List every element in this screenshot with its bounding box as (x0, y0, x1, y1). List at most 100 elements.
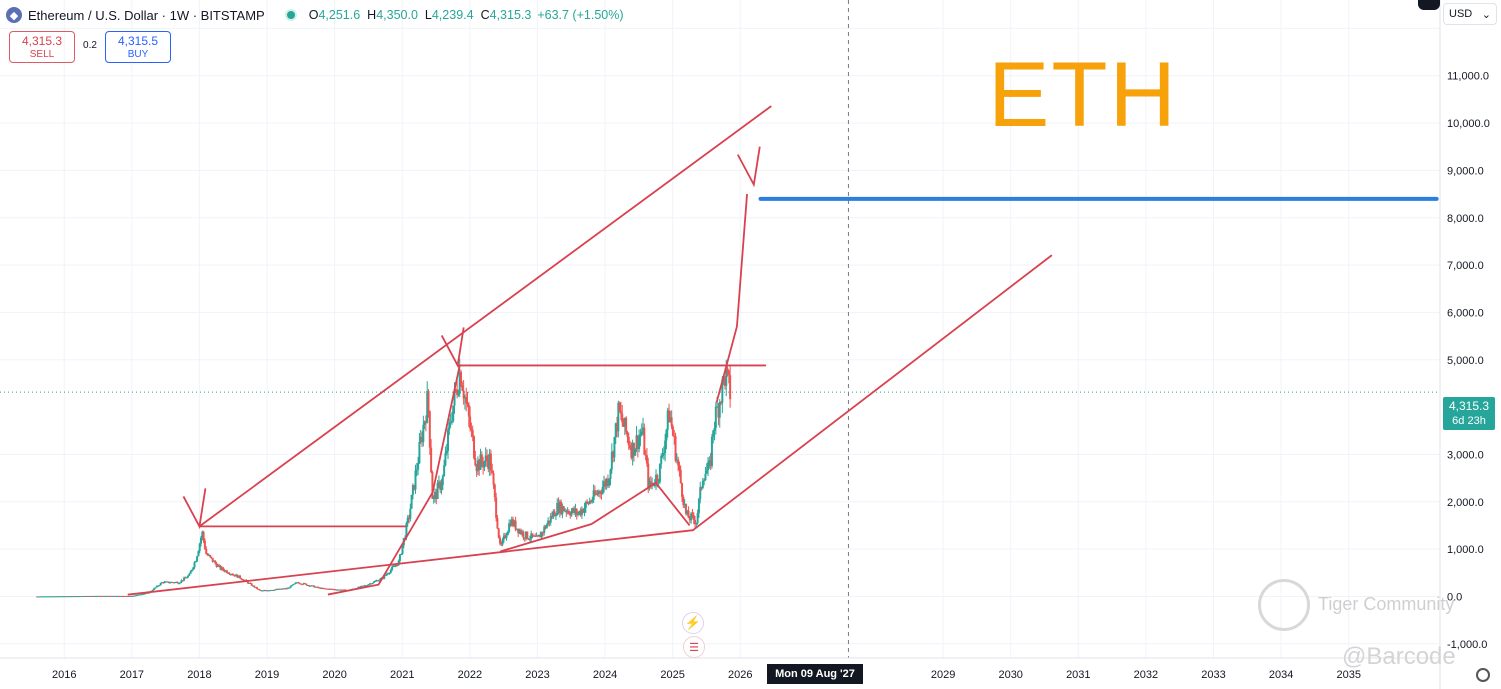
buy-button[interactable]: 4,315.5 BUY (105, 31, 171, 63)
us-flag-event-icon[interactable]: ☰ (683, 636, 705, 658)
candle-body (478, 460, 481, 470)
candle-body (257, 588, 260, 590)
candle-body (190, 569, 193, 572)
candle-body (123, 595, 126, 597)
candle-body (441, 475, 444, 485)
candle-body (328, 588, 331, 590)
trend-drawings[interactable] (127, 105, 1439, 596)
candle-body (327, 588, 330, 590)
candle-body (528, 538, 531, 540)
candle-body (626, 432, 629, 437)
candle-body (409, 508, 412, 519)
candle-body (579, 510, 582, 516)
candle-body (81, 596, 84, 598)
candle-body (268, 590, 271, 592)
candle-body (145, 592, 148, 594)
candle-body (291, 585, 294, 587)
candle-body (463, 397, 466, 399)
candle-body (661, 454, 664, 456)
arrow-marker-drawing (440, 327, 465, 369)
candle-body (673, 435, 676, 437)
candle-body (506, 531, 509, 536)
gear-icon[interactable] (1476, 668, 1490, 682)
candle-body (326, 588, 329, 590)
candle-body (173, 582, 176, 584)
candle-body (710, 436, 713, 467)
candle-body (237, 575, 240, 578)
candle-body (129, 595, 132, 597)
candle-body (644, 454, 647, 456)
candle-body (544, 526, 547, 529)
candle-body (36, 596, 39, 598)
candle-body (59, 596, 62, 598)
candle-body (223, 569, 226, 572)
candle-body (116, 595, 119, 597)
eth-text-annotation[interactable]: ETH (988, 44, 1178, 146)
candle-body (517, 528, 520, 534)
candle-body (582, 509, 585, 513)
candle-body (411, 484, 414, 495)
candle-body (166, 581, 169, 583)
candle-body (629, 445, 632, 448)
candle-body (79, 596, 82, 598)
candle-body (194, 561, 197, 563)
toolbar-handle[interactable] (1418, 0, 1440, 10)
candle-body (713, 428, 716, 431)
candle-body (107, 595, 110, 597)
lightning-event-icon[interactable]: ⚡ (682, 612, 704, 634)
candle-body (406, 517, 409, 524)
candle-body (50, 596, 53, 598)
candle-body (530, 533, 533, 539)
candle-body (543, 526, 546, 533)
candle-body (593, 490, 596, 495)
candle-body (367, 584, 370, 586)
candle-body (613, 437, 616, 458)
candle-body (37, 596, 40, 598)
candle-body (279, 588, 282, 590)
candle-body (180, 580, 183, 583)
candle-body (253, 585, 256, 588)
candle-body (106, 595, 109, 597)
candle-body (554, 515, 557, 517)
candle-body (343, 589, 346, 591)
candle-body (587, 502, 590, 504)
candle-body (110, 595, 113, 597)
candle-body (656, 475, 659, 482)
candle-body (461, 385, 464, 391)
time-tick-label: 2018 (187, 669, 211, 681)
candle-body (185, 577, 188, 579)
candle-body (131, 595, 134, 597)
candle-body (532, 535, 535, 537)
candle-body (665, 429, 668, 441)
candle-body (263, 590, 266, 592)
candle-body (675, 459, 678, 461)
candle-body (521, 531, 524, 534)
candle-body (341, 589, 344, 591)
candle-body (154, 587, 157, 589)
currency-select[interactable]: USD ⌄ (1443, 3, 1497, 25)
candle-body (729, 375, 732, 400)
price-axis[interactable]: 11,000.0 10,000.0 9,000.0 8,000.0 7,000.0 6,0… (1439, 0, 1490, 689)
time-axis[interactable]: 2016 2017 2018 2019 2020 2021 2022 2023 2024 2025… (0, 657, 1440, 681)
symbol-title[interactable]: Ethereum / U.S. Dollar · 1W · BITSTAMP (28, 7, 265, 23)
candle-body (709, 460, 712, 467)
candle-body (357, 586, 360, 589)
candle-body (272, 589, 275, 591)
candle-body (157, 585, 160, 587)
candle-body (541, 532, 544, 534)
candle-body (296, 582, 299, 584)
close-key: C (480, 8, 490, 22)
candle-body (336, 589, 339, 591)
candle-body (58, 596, 61, 598)
candle-body (259, 590, 262, 592)
candle-body (562, 506, 565, 511)
sell-button[interactable]: 4,315.3 SELL (9, 31, 75, 63)
candle-body (229, 574, 232, 576)
candle-body (703, 480, 706, 482)
time-tick-label: 2034 (1269, 669, 1293, 681)
time-tick-label: 2016 (52, 669, 76, 681)
candle-body (604, 481, 607, 487)
low-value: 4,239.4 (431, 8, 474, 22)
price-tick-label: 5,000.0 (1447, 355, 1484, 367)
